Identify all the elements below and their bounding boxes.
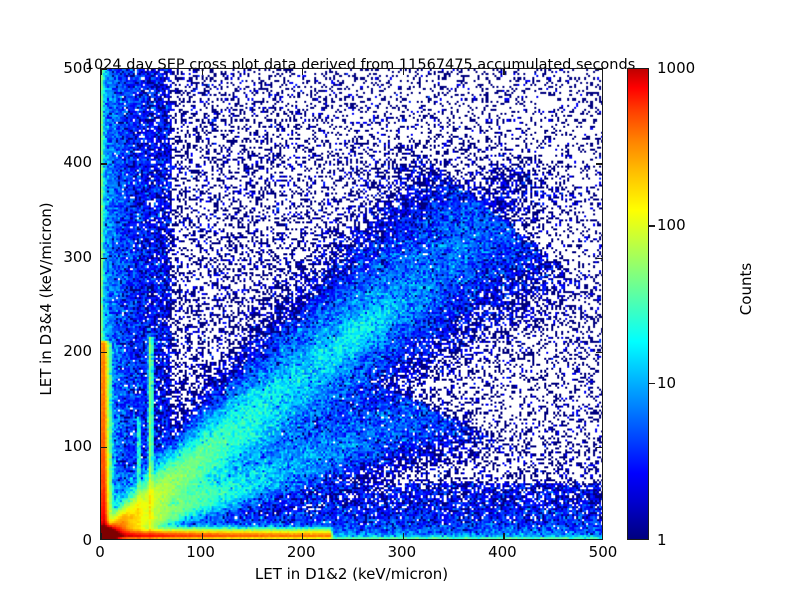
y-axis-tick [596, 69, 602, 71]
x-tick-label: 400 [488, 543, 517, 561]
y-axis-label: LET in D3&4 (keV/micron) [37, 202, 55, 396]
y-tick-label: 500 [63, 59, 92, 77]
x-axis-tick [201, 69, 203, 75]
y-tick-label: 100 [63, 436, 92, 455]
colorbar-label: Counts [737, 262, 755, 316]
x-tick-label: 100 [186, 543, 215, 561]
x-axis-tick [101, 69, 103, 75]
colorbar[interactable]: 1 10 100 1000 [627, 59, 695, 549]
x-tick-label: 500 [588, 543, 618, 561]
y-axis-tick [596, 446, 602, 448]
x-axis-tick [101, 533, 103, 539]
x-axis-tick [402, 533, 405, 539]
colorbar-tick-label: 1 [657, 531, 667, 549]
y-tick-label: 400 [63, 153, 92, 172]
y-axis-tick [596, 352, 602, 354]
y-tick-label: 200 [63, 342, 92, 361]
y-axis-tick [101, 69, 107, 71]
y-tick-label: 300 [63, 247, 92, 266]
x-axis-tick [201, 533, 203, 539]
x-tick-label: 0 [95, 543, 105, 561]
x-axis-tick [302, 69, 304, 75]
x-axis-tick [503, 69, 505, 75]
y-tick-label: 0 [82, 531, 92, 549]
x-axis-tick [402, 69, 405, 75]
colorbar-tick-label: 1000 [657, 59, 696, 77]
plot-area[interactable] [100, 68, 603, 540]
x-axis-tick [503, 533, 505, 539]
y-axis-tick-labels: 0 100 200 300 400 500 [52, 0, 92, 600]
x-axis-label: LET in D1&2 (keV/micron) [254, 565, 449, 583]
y-axis-tick [596, 163, 602, 165]
colorbar-gradient [627, 68, 649, 540]
y-axis-tick [101, 352, 107, 354]
x-tick-label: 200 [286, 543, 316, 561]
colorbar-tick [649, 382, 655, 384]
colorbar-tick-label: 100 [657, 216, 686, 235]
y-axis-tick [101, 257, 107, 260]
x-axis-tick [302, 533, 304, 539]
y-axis-tick [101, 163, 107, 165]
colorbar-tick-label: 10 [657, 373, 677, 392]
density-scatter-canvas [101, 69, 602, 539]
colorbar-tick [649, 225, 655, 227]
y-axis-tick [101, 446, 107, 448]
x-tick-label: 300 [387, 543, 417, 561]
y-axis-tick [596, 257, 602, 260]
